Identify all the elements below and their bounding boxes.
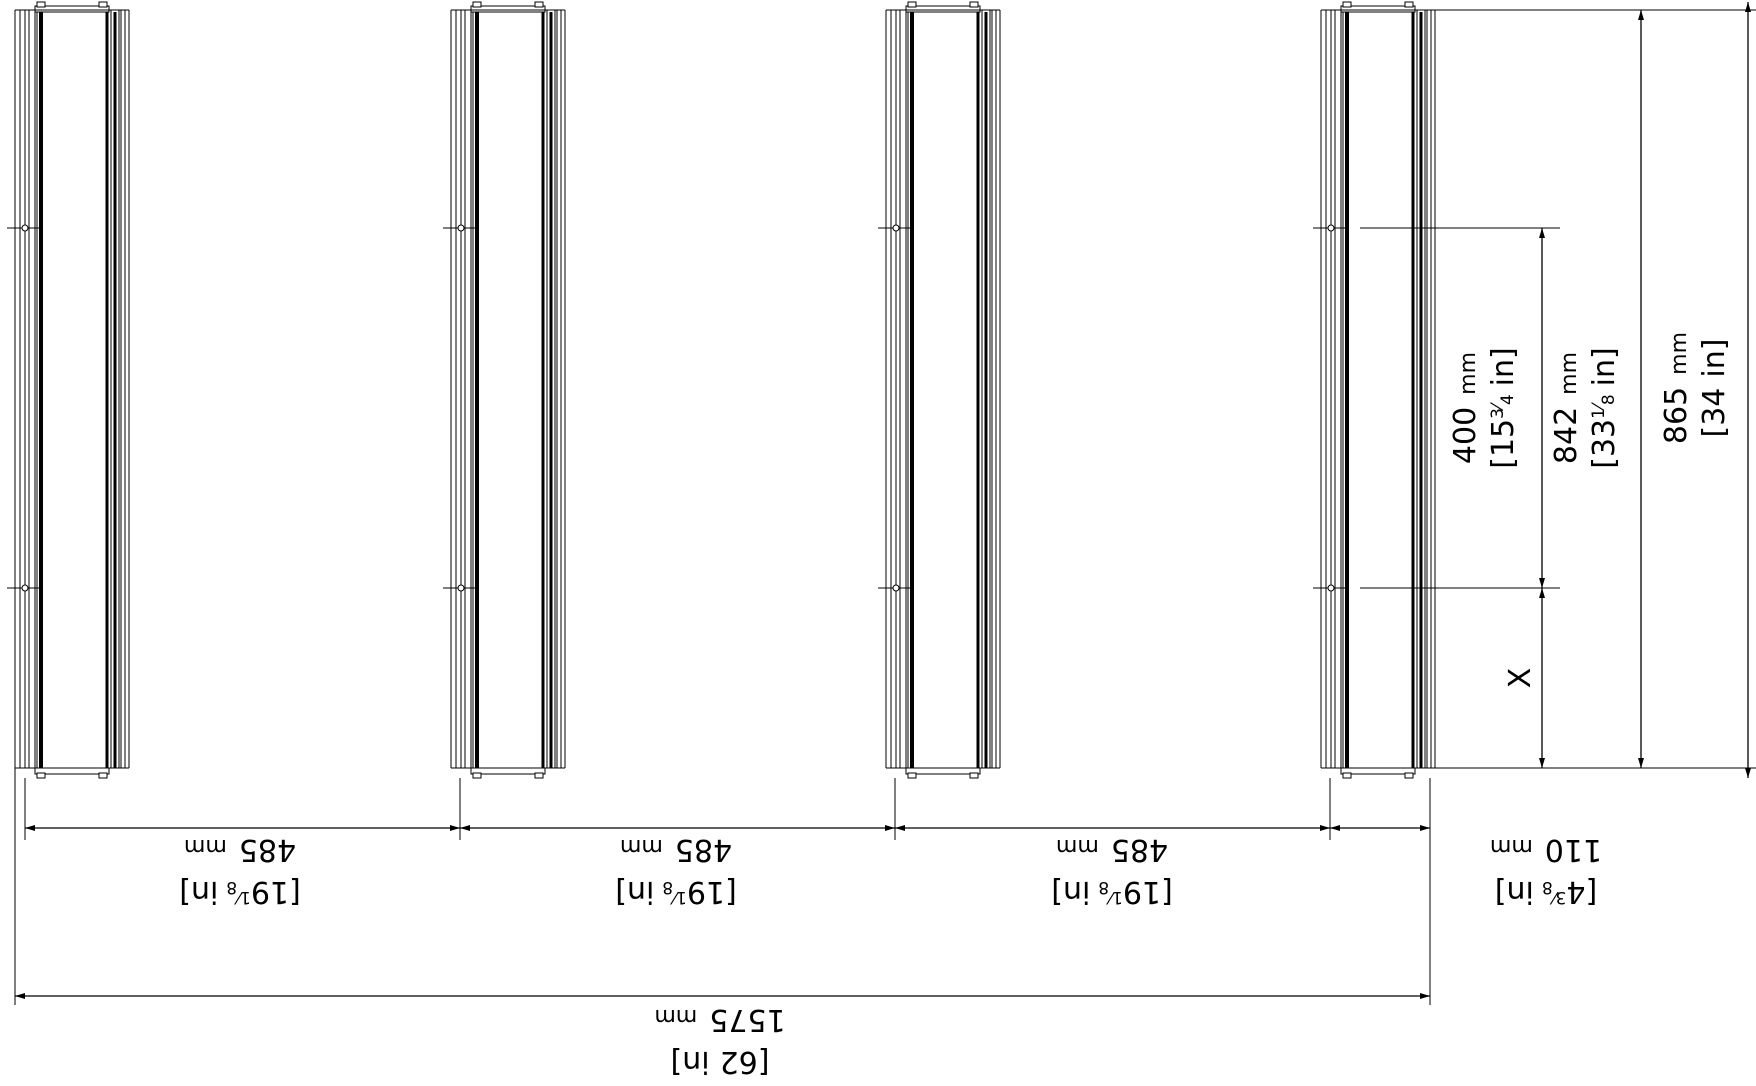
svg-text:[191⁄8in]: [191⁄8in]	[615, 874, 736, 909]
svg-text:485mm: 485mm	[620, 832, 732, 867]
svg-text:[191⁄8in]: [191⁄8in]	[1051, 874, 1172, 909]
svg-text:X: X	[1503, 668, 1538, 689]
svg-text:842mm: 842mm	[1549, 352, 1584, 464]
svg-text:[153⁄4in]: [153⁄4in]	[1486, 347, 1521, 468]
end-offset-label: [43⁄8in] 110mm	[1490, 832, 1602, 909]
panel-3	[878, 1, 1001, 779]
mount-span-label: 842mm [331⁄8in]	[1549, 347, 1622, 468]
svg-text:110mm: 110mm	[1490, 832, 1602, 867]
variable-label: X	[1503, 668, 1538, 689]
svg-text:1575mm: 1575mm	[654, 1002, 785, 1037]
svg-text:[331⁄8in]: [331⁄8in]	[1587, 347, 1622, 468]
panel-1	[7, 1, 130, 779]
svg-text:485mm: 485mm	[1056, 832, 1168, 867]
svg-text:865mm: 865mm	[1659, 332, 1694, 444]
spacing-label-2: [191⁄8in] 485mm	[615, 832, 736, 909]
svg-text:[191⁄8in]: [191⁄8in]	[179, 874, 300, 909]
svg-text:485mm: 485mm	[184, 832, 296, 867]
svg-text:[43⁄8in]: [43⁄8in]	[1495, 874, 1597, 909]
panel-4	[1313, 1, 1436, 779]
spacing-label-3: [191⁄8in] 485mm	[1051, 832, 1172, 909]
overall-height-label: 865mm [34in]	[1659, 332, 1732, 444]
vertical-dimension-lines	[1539, 1, 1751, 778]
svg-text:[34in]: [34in]	[1697, 339, 1732, 438]
mount-spacing-label: 400mm [153⁄4in]	[1448, 347, 1521, 468]
panel-2	[443, 1, 566, 779]
spacing-label-1: [191⁄8in] 485mm	[179, 832, 300, 909]
overall-width-label: [62in] 1575mm	[654, 1002, 785, 1079]
horizontal-dimension-lines	[15, 825, 1430, 999]
svg-text:[62in]: [62in]	[671, 1044, 770, 1079]
svg-text:400mm: 400mm	[1448, 352, 1483, 464]
